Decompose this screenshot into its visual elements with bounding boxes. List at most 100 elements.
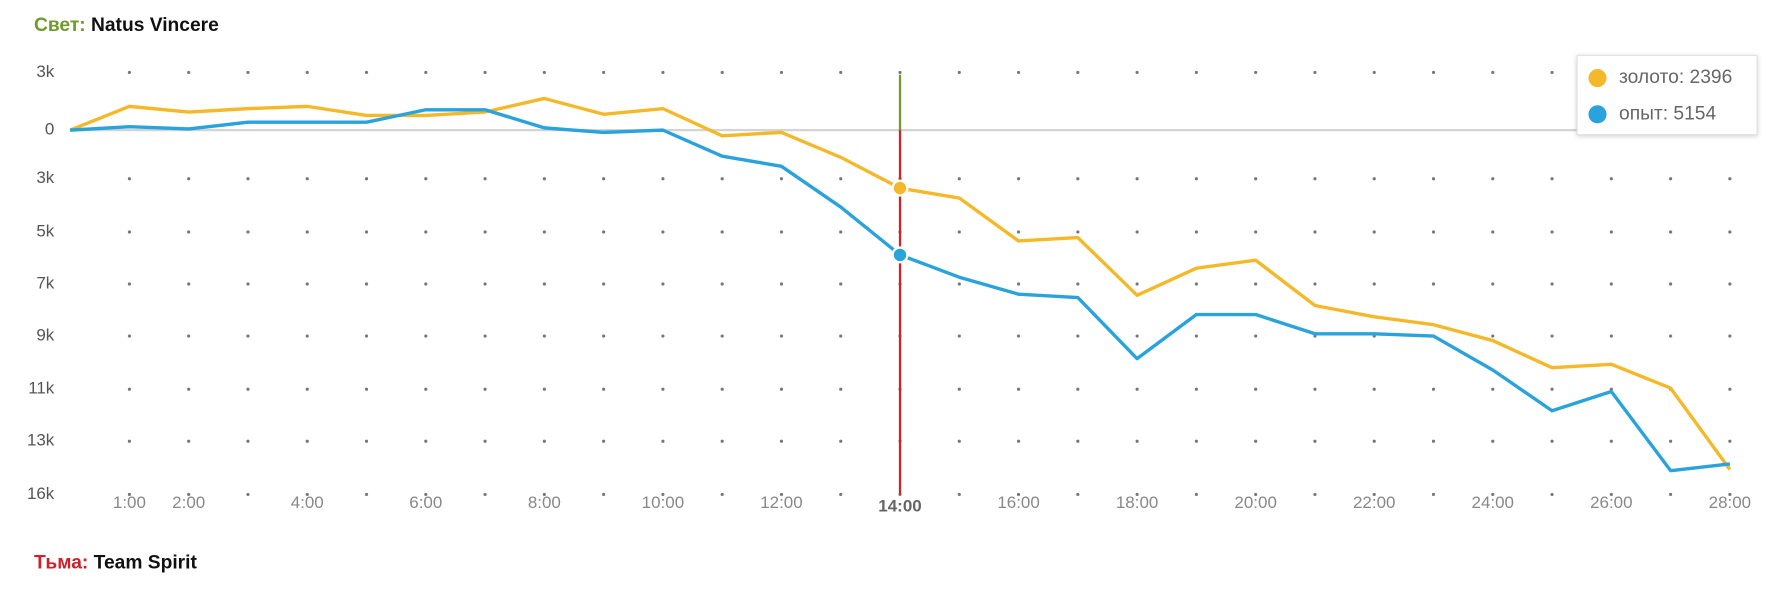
grid-dot xyxy=(1372,70,1376,75)
x-tick-label: 24:00 xyxy=(1472,493,1514,512)
grid-dot xyxy=(127,70,132,75)
grid-dot xyxy=(1669,334,1673,338)
grid-dot xyxy=(1491,334,1495,338)
grid-dot xyxy=(542,334,546,338)
grid-dot xyxy=(1313,492,1317,497)
grid-dot xyxy=(1491,70,1495,75)
legend-swatch xyxy=(1588,69,1607,88)
grid-dot xyxy=(1076,387,1080,391)
grid-dot xyxy=(839,439,843,443)
grid-dot xyxy=(1550,282,1554,286)
x-tick-label: 22:00 xyxy=(1353,493,1395,512)
grid-dot xyxy=(1016,334,1021,338)
grid-dot xyxy=(1194,230,1198,234)
grid-dot xyxy=(1728,492,1732,497)
grid-dot xyxy=(483,387,487,391)
x-tick-label: 8:00 xyxy=(528,493,561,512)
grid-dot xyxy=(1609,334,1613,338)
grid-dot xyxy=(305,439,309,443)
grid-dot xyxy=(1194,387,1198,391)
grid-dot xyxy=(1194,177,1198,181)
grid-dot xyxy=(779,387,784,391)
x-tick-label: 14:00 xyxy=(878,496,921,515)
grid-dot xyxy=(364,439,369,443)
grid-dot xyxy=(1550,492,1554,497)
grid-dot xyxy=(661,492,665,497)
grid-dot xyxy=(246,282,250,286)
grid-dot xyxy=(1135,282,1139,286)
grid-dot xyxy=(661,230,665,234)
grid-dot xyxy=(779,439,784,443)
grid-dot xyxy=(127,334,132,338)
grid-dot xyxy=(1313,177,1317,181)
grid-dot xyxy=(602,282,606,286)
grid-dot xyxy=(1550,387,1554,391)
grid-dot xyxy=(1254,492,1258,497)
grid-dot xyxy=(364,177,369,181)
grid-dot xyxy=(957,230,961,234)
grid-dot xyxy=(127,230,132,234)
grid-dot xyxy=(187,334,191,338)
y-tick-label: 5k xyxy=(36,221,54,240)
grid-dot xyxy=(246,70,250,75)
grid-row xyxy=(127,334,1732,338)
grid-dot xyxy=(1491,177,1495,181)
x-tick-label: 26:00 xyxy=(1590,493,1632,512)
x-tick-label: 20:00 xyxy=(1234,493,1276,512)
grid-dot xyxy=(1669,439,1673,443)
grid-dot xyxy=(1431,230,1436,234)
grid-dot xyxy=(1431,492,1436,497)
grid-dot xyxy=(1016,282,1021,286)
grid-dot xyxy=(661,282,665,286)
grid-dot xyxy=(424,70,428,75)
grid-dot xyxy=(1609,282,1613,286)
grid-dot xyxy=(839,387,843,391)
legend-label: опыт: 5154 xyxy=(1619,103,1716,124)
grid-dot xyxy=(305,230,309,234)
legend-label: золото: 2396 xyxy=(1619,67,1732,88)
grid-dot xyxy=(483,70,487,75)
grid-dot xyxy=(1372,492,1376,497)
grid-dot xyxy=(1609,230,1613,234)
grid-dot xyxy=(364,282,369,286)
grid-dot xyxy=(1431,282,1436,286)
grid-dot xyxy=(1135,177,1139,181)
grid-dot xyxy=(720,230,724,234)
grid-dot xyxy=(246,492,250,497)
y-tick-label: 11k xyxy=(28,379,55,398)
grid-dot xyxy=(187,439,191,443)
grid-dot xyxy=(957,282,961,286)
legend-swatch xyxy=(1588,105,1607,124)
grid-dot xyxy=(364,70,369,75)
grid-dot xyxy=(779,282,784,286)
grid-dot xyxy=(1491,387,1495,391)
grid-dot xyxy=(661,177,665,181)
grid-dot xyxy=(839,492,843,497)
grid-dot xyxy=(1550,334,1554,338)
grid-dot xyxy=(1194,334,1198,338)
grid-dot xyxy=(1728,282,1732,286)
grid-dot xyxy=(1550,439,1554,443)
grid-dot xyxy=(424,334,428,338)
grid-dot xyxy=(1609,439,1613,443)
grid-dot xyxy=(246,387,250,391)
grid-dot xyxy=(661,334,665,338)
grid-dot xyxy=(1431,387,1436,391)
y-tick-label: 16k xyxy=(27,484,55,503)
grid-dot xyxy=(1669,492,1673,497)
grid-dot xyxy=(1254,334,1258,338)
grid-row xyxy=(127,439,1732,443)
side-label: Тьма: xyxy=(34,553,88,574)
hover-point xyxy=(891,179,909,197)
grid-dot xyxy=(424,177,428,181)
grid-dot xyxy=(483,230,487,234)
grid-dot xyxy=(127,282,132,286)
grid-dot xyxy=(839,230,843,234)
y-tick-label: 3k xyxy=(36,62,54,81)
grid-dot xyxy=(1016,492,1021,497)
grid-dot xyxy=(424,439,428,443)
grid-dot xyxy=(1550,70,1554,75)
grid-dot xyxy=(1016,439,1021,443)
grid-dot xyxy=(839,334,843,338)
grid-dot xyxy=(720,439,724,443)
